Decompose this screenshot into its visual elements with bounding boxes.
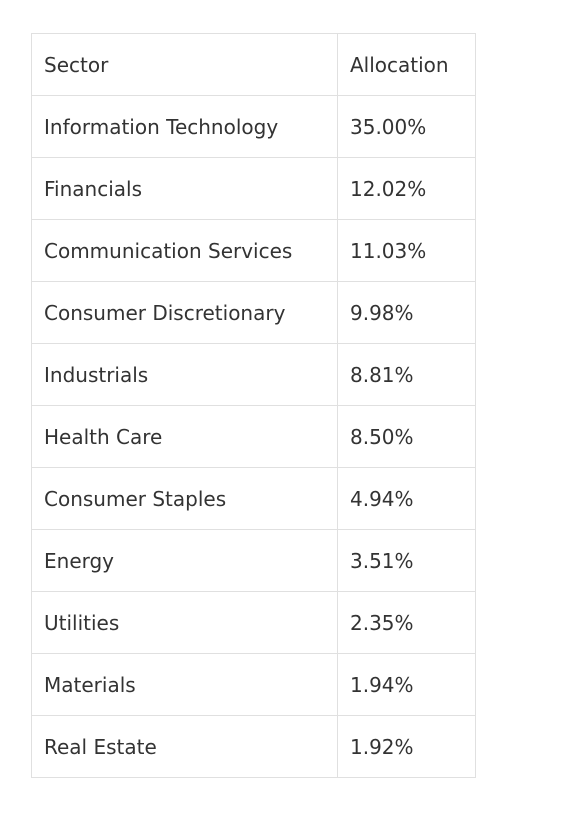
sector-cell: Consumer Discretionary xyxy=(31,281,338,344)
table-body: Information Technology 35.00% Financials 12… xyxy=(31,95,476,778)
table-row: Information Technology 35.00% xyxy=(31,95,476,158)
sector-cell: Real Estate xyxy=(31,715,338,778)
allocation-cell: 11.03% xyxy=(337,219,476,282)
allocation-cell: 35.00% xyxy=(337,95,476,158)
table-row: Materials 1.94% xyxy=(31,653,476,716)
table-row: Consumer Discretionary 9.98% xyxy=(31,281,476,344)
table-row: Health Care 8.50% xyxy=(31,405,476,468)
allocation-cell: 1.92% xyxy=(337,715,476,778)
allocation-cell: 3.51% xyxy=(337,529,476,592)
allocation-cell: 8.50% xyxy=(337,405,476,468)
sector-cell: Materials xyxy=(31,653,338,716)
table-row: Consumer Staples 4.94% xyxy=(31,467,476,530)
sector-cell: Health Care xyxy=(31,405,338,468)
table-row: Industrials 8.81% xyxy=(31,343,476,406)
table-head: Sector Allocation xyxy=(31,33,476,96)
table-row: Financials 12.02% xyxy=(31,157,476,220)
sector-cell: Utilities xyxy=(31,591,338,654)
header-cell: Sector xyxy=(31,33,338,96)
sector-cell: Information Technology xyxy=(31,95,338,158)
header-cell: Allocation xyxy=(337,33,476,96)
sector-cell: Industrials xyxy=(31,343,338,406)
sector-cell: Energy xyxy=(31,529,338,592)
sector-table: Sector Allocation Information Technology… xyxy=(31,33,476,778)
sector-cell: Communication Services xyxy=(31,219,338,282)
allocation-cell: 12.02% xyxy=(337,157,476,220)
allocation-cell: 9.98% xyxy=(337,281,476,344)
table-row: Communication Services 11.03% xyxy=(31,219,476,282)
sector-cell: Financials xyxy=(31,157,338,220)
allocation-cell: 4.94% xyxy=(337,467,476,530)
allocation-cell: 2.35% xyxy=(337,591,476,654)
table-row: Real Estate 1.92% xyxy=(31,715,476,778)
table-row: Utilities 2.35% xyxy=(31,591,476,654)
sector-cell: Consumer Staples xyxy=(31,467,338,530)
table-row: Energy 3.51% xyxy=(31,529,476,592)
allocation-cell: 8.81% xyxy=(337,343,476,406)
header-row: Sector Allocation xyxy=(31,33,476,96)
allocation-cell: 1.94% xyxy=(337,653,476,716)
